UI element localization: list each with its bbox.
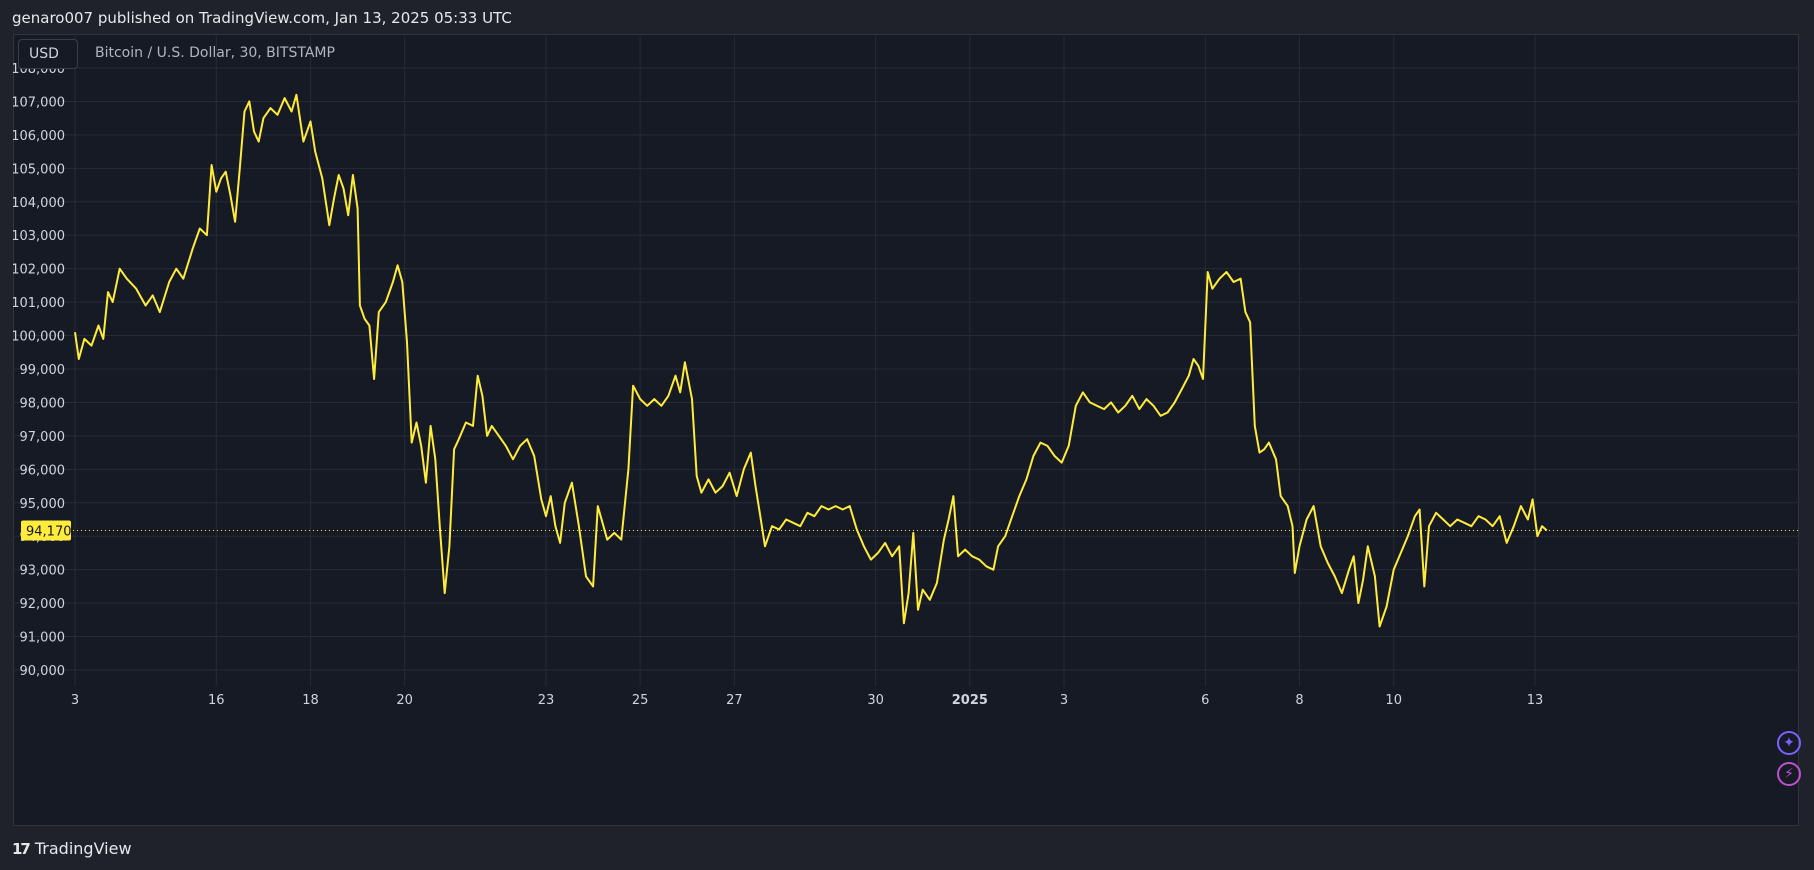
y-tick-label: 97,000 (20, 430, 66, 445)
symbol-description: Bitcoin / U.S. Dollar, 30, BITSTAMP (95, 45, 335, 61)
published-by-text: genaro007 published on TradingView.com, … (12, 9, 512, 27)
y-tick-label: 105,000 (13, 162, 65, 177)
last-price-badge: 94,170 (21, 520, 72, 541)
x-tick-label: 30 (867, 693, 884, 708)
last-price-badge-background (21, 520, 71, 541)
tradingview-logo[interactable]: 17 TradingView (12, 839, 132, 858)
y-axis-labels: 90,00091,00092,00093,00094,00095,00096,0… (13, 62, 65, 679)
sparkle-icon[interactable]: ✦ (1777, 731, 1801, 755)
x-tick-label: 18 (302, 693, 319, 708)
y-tick-label: 103,000 (13, 229, 65, 244)
y-tick-label: 100,000 (13, 330, 65, 345)
grid-lines (13, 34, 1799, 686)
x-tick-label: 27 (726, 693, 743, 708)
price-chart[interactable]: 90,00091,00092,00093,00094,00095,00096,0… (13, 34, 1799, 826)
currency-selector[interactable]: USD (18, 39, 78, 69)
x-tick-label: 3 (71, 693, 79, 708)
x-tick-label: 23 (538, 693, 555, 708)
bolt-icon[interactable]: ⚡ (1777, 762, 1801, 786)
x-tick-label: 25 (632, 693, 649, 708)
y-tick-label: 106,000 (13, 129, 65, 144)
tradingview-brand-text: TradingView (34, 839, 132, 858)
price-series-line (74, 93, 1548, 628)
y-tick-label: 93,000 (20, 564, 66, 579)
y-tick-label: 102,000 (13, 263, 65, 278)
y-tick-label: 91,000 (20, 631, 66, 646)
x-tick-label: 10 (1385, 693, 1402, 708)
y-tick-label: 95,000 (20, 497, 66, 512)
x-tick-label: 3 (1060, 693, 1068, 708)
x-tick-label: 16 (208, 693, 225, 708)
y-tick-label: 92,000 (20, 597, 66, 612)
y-tick-label: 101,000 (13, 296, 65, 311)
y-tick-label: 107,000 (13, 95, 65, 110)
x-tick-label: 2025 (952, 693, 988, 708)
y-tick-label: 99,000 (20, 363, 66, 378)
x-tick-label: 8 (1295, 693, 1303, 708)
x-tick-label: 20 (396, 693, 413, 708)
last-price-badge-label: 94,170 (26, 525, 72, 540)
x-tick-label: 13 (1527, 693, 1544, 708)
x-tick-label: 6 (1201, 693, 1209, 708)
y-tick-label: 98,000 (20, 396, 66, 411)
y-tick-label: 104,000 (13, 196, 65, 211)
y-tick-label: 90,000 (20, 664, 66, 679)
x-axis-labels: 3 16 18 20 23 25 27 30 2025 3 6 8 10 13 (71, 693, 1543, 708)
y-tick-label: 96,000 (20, 463, 66, 478)
tradingview-logo-icon: 17 (12, 839, 31, 858)
